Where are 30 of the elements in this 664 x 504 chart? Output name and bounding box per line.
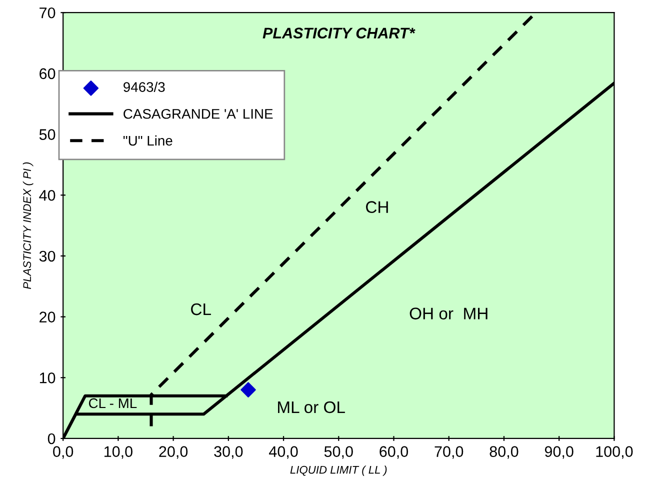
legend-label: CASAGRANDE 'A' LINE (124, 108, 273, 119)
text: PLASTICITY CHART* (262, 28, 416, 38)
y-tick-label: 20 (40, 312, 56, 322)
x-tick-label: 100,0 (596, 446, 633, 459)
x-tick-label: 70,0 (434, 446, 464, 459)
x-tick-label: 60,0 (380, 446, 408, 459)
x-tick-label: 50,0 (324, 446, 353, 459)
annotation: ML or OL (278, 401, 345, 414)
annotation: CH (366, 201, 388, 213)
x-tick-label: 30,0 (214, 446, 243, 459)
y-tick-label: 30 (39, 250, 56, 262)
annotation: CL - ML (88, 398, 137, 408)
y-tick-label: 60 (40, 68, 56, 80)
y-axis-title: PLASTICITY INDEX ( PI ) (22, 162, 34, 289)
legend-label: "U" Line (123, 135, 172, 146)
annotation: OH or MH (410, 308, 488, 320)
x-tick-label: 10,0 (104, 446, 132, 459)
x-tick-label: 40,0 (269, 446, 298, 459)
legend-label: 9463/3 (124, 82, 165, 92)
y-tick-label: 40 (39, 190, 56, 201)
y-tick-label: 70 (40, 7, 56, 18)
y-tick-label: 50 (39, 129, 56, 140)
x-tick-label: 20,0 (159, 446, 188, 459)
x-tick-label: 80,0 (490, 446, 518, 459)
x-tick-label: 0,0 (53, 446, 74, 459)
x-tick-label: 90,0 (544, 446, 574, 459)
y-tick-label: 0 (48, 433, 56, 444)
annotation: CL (191, 303, 211, 316)
y-tick-label: 10 (40, 372, 56, 384)
x-axis-title: LIQUID LIMIT ( LL ) (290, 466, 387, 476)
